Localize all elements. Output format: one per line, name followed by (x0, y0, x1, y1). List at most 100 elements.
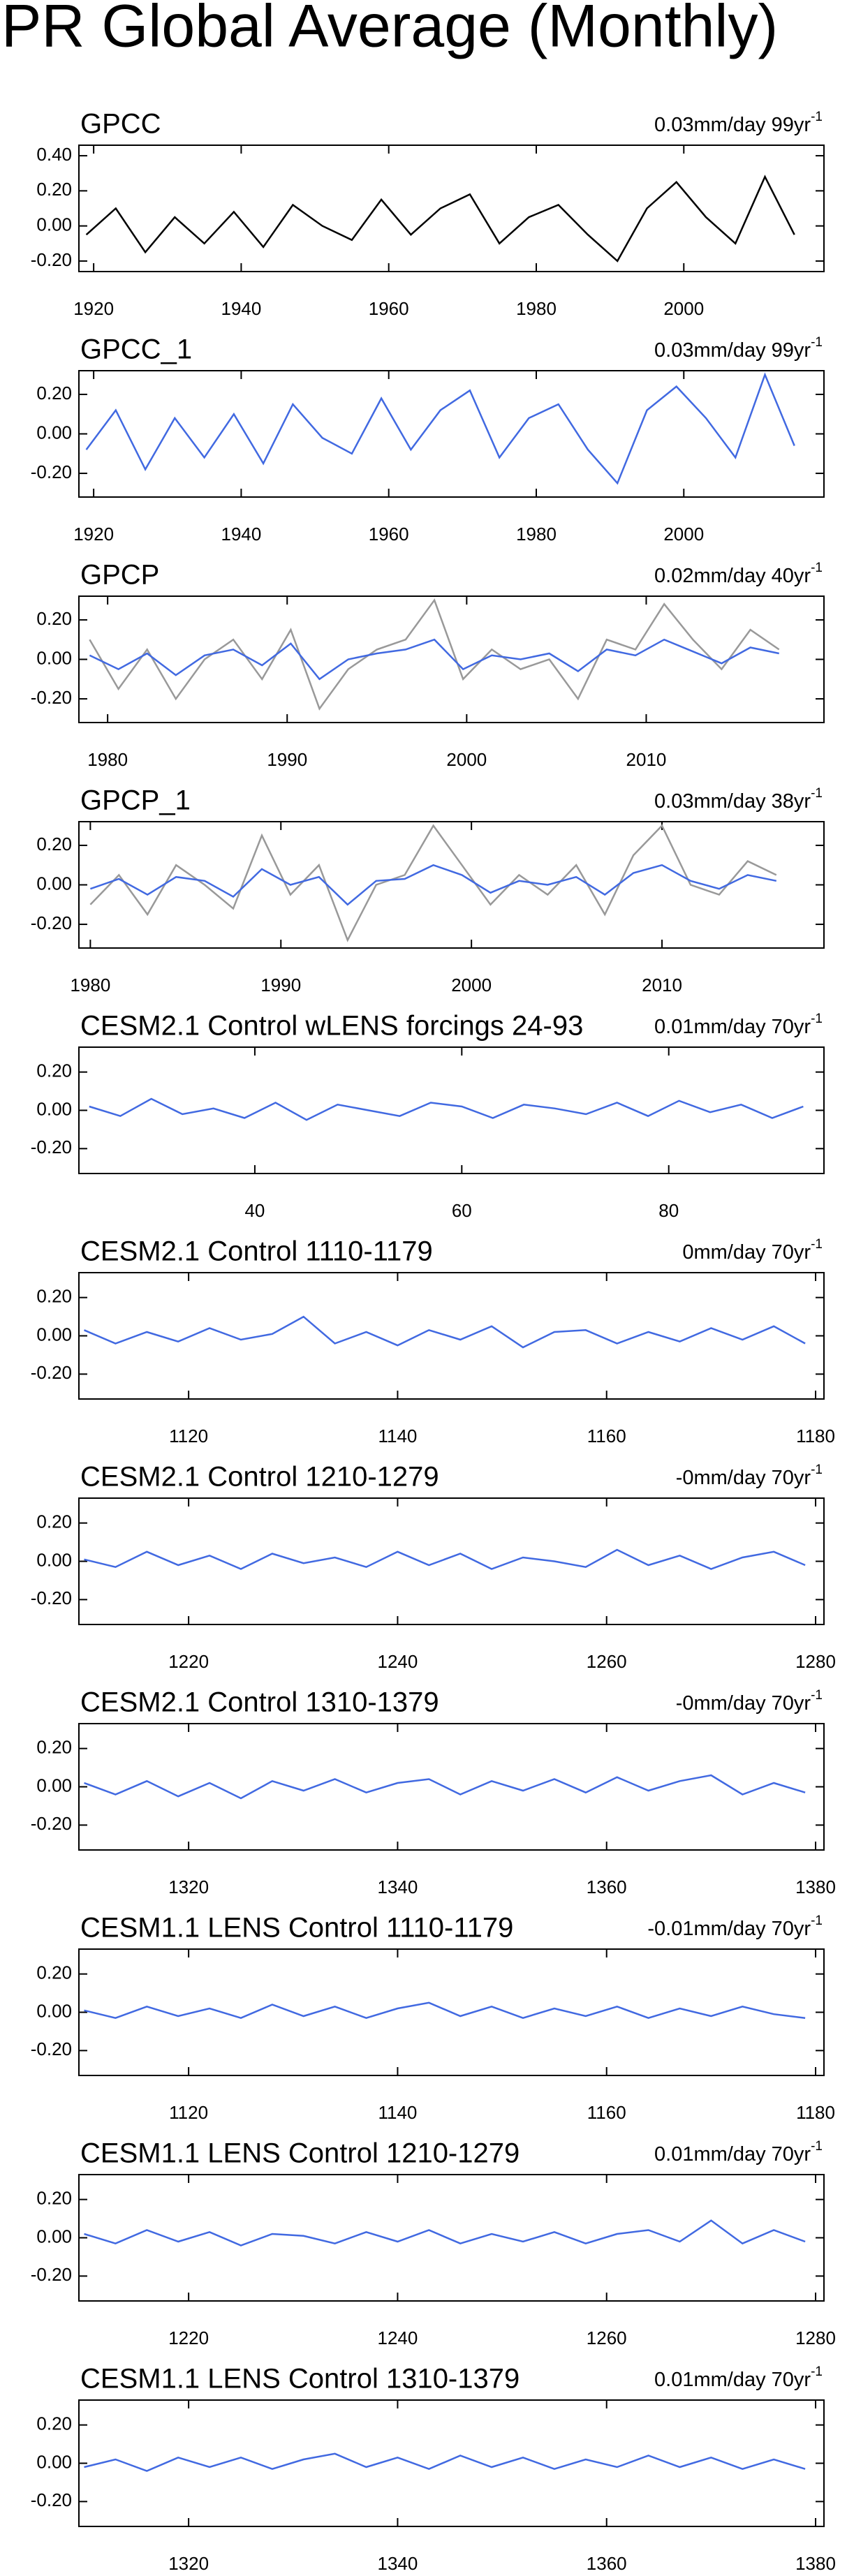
series-line (85, 175, 795, 262)
y-tick-label: 0.20 (36, 1060, 72, 1081)
trend-text: 0.01mm/day 70yr (654, 1016, 811, 1038)
x-tick-label: 1280 (795, 1651, 836, 1672)
series-line (84, 2219, 806, 2246)
y-tick-label: 0.20 (36, 2188, 72, 2209)
series-line (84, 1315, 806, 1349)
x-tick-label: 1920 (73, 524, 114, 545)
x-tick-label: 1260 (587, 2327, 627, 2348)
x-tick-label: 1990 (267, 749, 307, 770)
y-tick-label: 0.00 (36, 2451, 72, 2472)
x-tick-label: 1960 (369, 524, 409, 545)
x-tick-label: 1320 (168, 1877, 209, 1897)
y-tick-label: 0.00 (36, 422, 72, 443)
y-tick-label: 0.20 (36, 2413, 72, 2434)
trend-text: 0.03mm/day 38yr (654, 790, 811, 813)
plot-frame (78, 1497, 825, 1625)
series-line (84, 2001, 806, 2020)
trend-text: 0.03mm/day 99yr (654, 114, 811, 136)
trend-exponent: -1 (811, 2364, 823, 2379)
series-line (89, 864, 777, 906)
series-line (89, 598, 780, 711)
trend-exponent: -1 (811, 1237, 823, 1252)
x-tick-label: 2000 (663, 298, 704, 319)
trend-label: -0mm/day 70yr-1 (676, 1688, 823, 1715)
trend-label: 0mm/day 70yr-1 (682, 1237, 823, 1264)
y-tick-label: 0.20 (36, 608, 72, 629)
panel-title: CESM1.1 LENS Control 1210-1279 (80, 2138, 520, 2169)
x-tick-label: 1260 (587, 1651, 627, 1672)
y-tick-label: -0.20 (31, 461, 72, 482)
x-tick-label: 1360 (587, 1877, 627, 1897)
trend-text: 0.01mm/day 70yr (654, 2369, 811, 2391)
panel-title: GPCC_1 (80, 334, 192, 365)
panel-title: CESM2.1 Control 1210-1279 (80, 1462, 439, 1493)
panel-title: CESM1.1 LENS Control 1110-1179 (80, 1913, 513, 1944)
y-tick-label: -0.20 (31, 1813, 72, 1834)
x-tick-label: 1160 (587, 1426, 626, 1446)
x-tick-label: 60 (452, 1200, 472, 1221)
trend-label: -0.01mm/day 70yr-1 (647, 1914, 823, 1940)
panel-title: CESM2.1 Control wLENS forcings 24-93 (80, 1011, 583, 1042)
plot-frame (78, 145, 825, 272)
y-tick-label: 0.20 (36, 1737, 72, 1758)
y-tick-label: 0.20 (36, 1286, 72, 1307)
series-line (84, 1548, 806, 1570)
x-tick-label: 1980 (87, 749, 128, 770)
trend-exponent: -1 (811, 561, 823, 575)
y-tick-label: 0.20 (36, 1962, 72, 1983)
y-tick-label: 0.00 (36, 1324, 72, 1345)
x-tick-label: 1280 (795, 2327, 836, 2348)
x-tick-label: 1220 (168, 1651, 209, 1672)
plot-frame (78, 1046, 825, 1174)
trend-text: 0.02mm/day 40yr (654, 565, 811, 587)
plot-frame (78, 1948, 825, 2076)
x-tick-label: 1140 (378, 1426, 417, 1446)
trend-label: 0.02mm/day 40yr-1 (654, 561, 823, 587)
y-tick-label: -0.20 (31, 687, 72, 708)
x-tick-label: 1360 (587, 2553, 627, 2574)
x-tick-label: 1380 (795, 1877, 836, 1897)
y-tick-label: 0.00 (36, 1098, 72, 1119)
y-tick-label: 0.00 (36, 647, 72, 668)
y-tick-label: -0.20 (31, 1137, 72, 1157)
series-line (89, 638, 779, 681)
plot-frame (78, 1723, 825, 1851)
x-tick-label: 1980 (516, 298, 557, 319)
trend-exponent: -1 (811, 1463, 823, 1477)
x-tick-label: 1240 (378, 1651, 418, 1672)
trend-label: 0.01mm/day 70yr-1 (654, 1012, 823, 1038)
x-tick-label: 1380 (795, 2553, 836, 2574)
series-line (84, 2452, 806, 2472)
trend-exponent: -1 (811, 335, 823, 350)
x-tick-label: 1160 (587, 2102, 626, 2123)
trend-exponent: -1 (811, 2139, 823, 2154)
x-tick-label: 2010 (626, 749, 667, 770)
trend-text: -0mm/day 70yr (676, 1467, 811, 1489)
trend-label: 0.03mm/day 99yr-1 (654, 110, 823, 136)
page-title: PR Global Average (Monthly) (1, 0, 778, 60)
x-tick-label: 1990 (260, 975, 301, 995)
trend-label: 0.03mm/day 99yr-1 (654, 335, 823, 362)
x-tick-label: 2000 (446, 749, 487, 770)
y-tick-label: -0.20 (31, 2264, 72, 2285)
trend-exponent: -1 (811, 1012, 823, 1026)
y-tick-label: 0.20 (36, 1511, 72, 1532)
trend-label: 0.01mm/day 70yr-1 (654, 2139, 823, 2166)
x-tick-label: 1180 (796, 1426, 835, 1446)
x-tick-label: 1240 (378, 2327, 418, 2348)
y-tick-label: 0.00 (36, 2226, 72, 2246)
trend-text: 0mm/day 70yr (682, 1241, 811, 1264)
series-line (89, 1097, 804, 1121)
x-tick-label: 2000 (663, 524, 704, 545)
x-tick-label: 1220 (168, 2327, 209, 2348)
x-tick-label: 80 (658, 1200, 679, 1221)
y-tick-label: -0.20 (31, 912, 72, 933)
trend-exponent: -1 (811, 786, 823, 801)
trend-label: 0.01mm/day 70yr-1 (654, 2364, 823, 2391)
trend-text: -0.01mm/day 70yr (647, 1918, 811, 1940)
x-tick-label: 2000 (451, 975, 492, 995)
x-tick-label: 40 (244, 1200, 265, 1221)
x-tick-label: 1920 (73, 298, 114, 319)
x-tick-label: 1340 (378, 2553, 418, 2574)
